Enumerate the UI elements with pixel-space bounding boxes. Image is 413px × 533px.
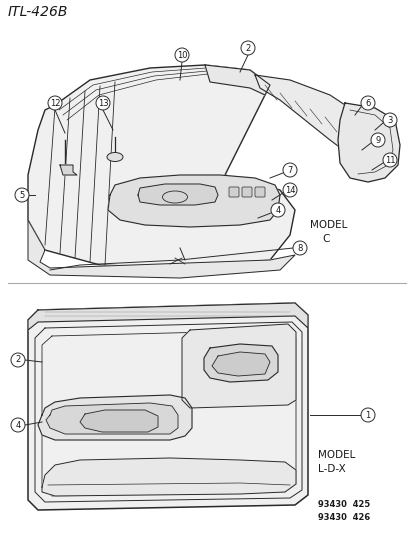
- Polygon shape: [182, 324, 295, 408]
- Text: MODEL
L-D-X: MODEL L-D-X: [317, 450, 354, 474]
- Circle shape: [240, 41, 254, 55]
- FancyBboxPatch shape: [242, 187, 252, 197]
- Text: ITL-426B: ITL-426B: [8, 5, 68, 19]
- Polygon shape: [254, 75, 379, 160]
- Circle shape: [96, 96, 110, 110]
- Polygon shape: [42, 458, 295, 496]
- Text: 8: 8: [297, 244, 302, 253]
- Text: 1: 1: [365, 410, 370, 419]
- Polygon shape: [28, 303, 307, 510]
- Circle shape: [282, 163, 296, 177]
- Circle shape: [11, 418, 25, 432]
- FancyBboxPatch shape: [254, 187, 264, 197]
- Circle shape: [11, 353, 25, 367]
- Circle shape: [370, 133, 384, 147]
- Circle shape: [175, 48, 189, 62]
- Text: 7: 7: [287, 166, 292, 174]
- Circle shape: [48, 96, 62, 110]
- Polygon shape: [80, 410, 158, 432]
- Text: 5: 5: [19, 190, 24, 199]
- Polygon shape: [337, 103, 399, 182]
- Circle shape: [360, 408, 374, 422]
- Text: 4: 4: [15, 421, 21, 430]
- Text: 3: 3: [387, 116, 392, 125]
- Polygon shape: [28, 220, 294, 278]
- Circle shape: [360, 96, 374, 110]
- Text: 6: 6: [364, 99, 370, 108]
- Polygon shape: [211, 352, 269, 376]
- Circle shape: [382, 153, 396, 167]
- Polygon shape: [204, 344, 277, 382]
- Polygon shape: [28, 65, 294, 268]
- Circle shape: [382, 113, 396, 127]
- Polygon shape: [138, 184, 218, 205]
- FancyBboxPatch shape: [228, 187, 238, 197]
- Text: MODEL
    C: MODEL C: [309, 220, 347, 244]
- Circle shape: [292, 241, 306, 255]
- Circle shape: [271, 203, 284, 217]
- Text: 13: 13: [97, 99, 108, 108]
- Polygon shape: [204, 65, 269, 95]
- Polygon shape: [60, 165, 77, 175]
- Polygon shape: [38, 395, 192, 440]
- Text: 4: 4: [275, 206, 280, 214]
- Circle shape: [15, 188, 29, 202]
- Text: 2: 2: [15, 356, 21, 365]
- Text: 11: 11: [384, 156, 394, 165]
- Polygon shape: [46, 403, 178, 434]
- Ellipse shape: [107, 152, 123, 161]
- Polygon shape: [108, 175, 279, 227]
- Polygon shape: [28, 303, 307, 330]
- Text: 12: 12: [50, 99, 60, 108]
- Text: 14: 14: [284, 185, 294, 195]
- Text: 10: 10: [176, 51, 187, 60]
- Text: 93430  425
93430  426: 93430 425 93430 426: [317, 500, 369, 521]
- Text: 9: 9: [375, 135, 380, 144]
- Circle shape: [282, 183, 296, 197]
- Text: 2: 2: [245, 44, 250, 52]
